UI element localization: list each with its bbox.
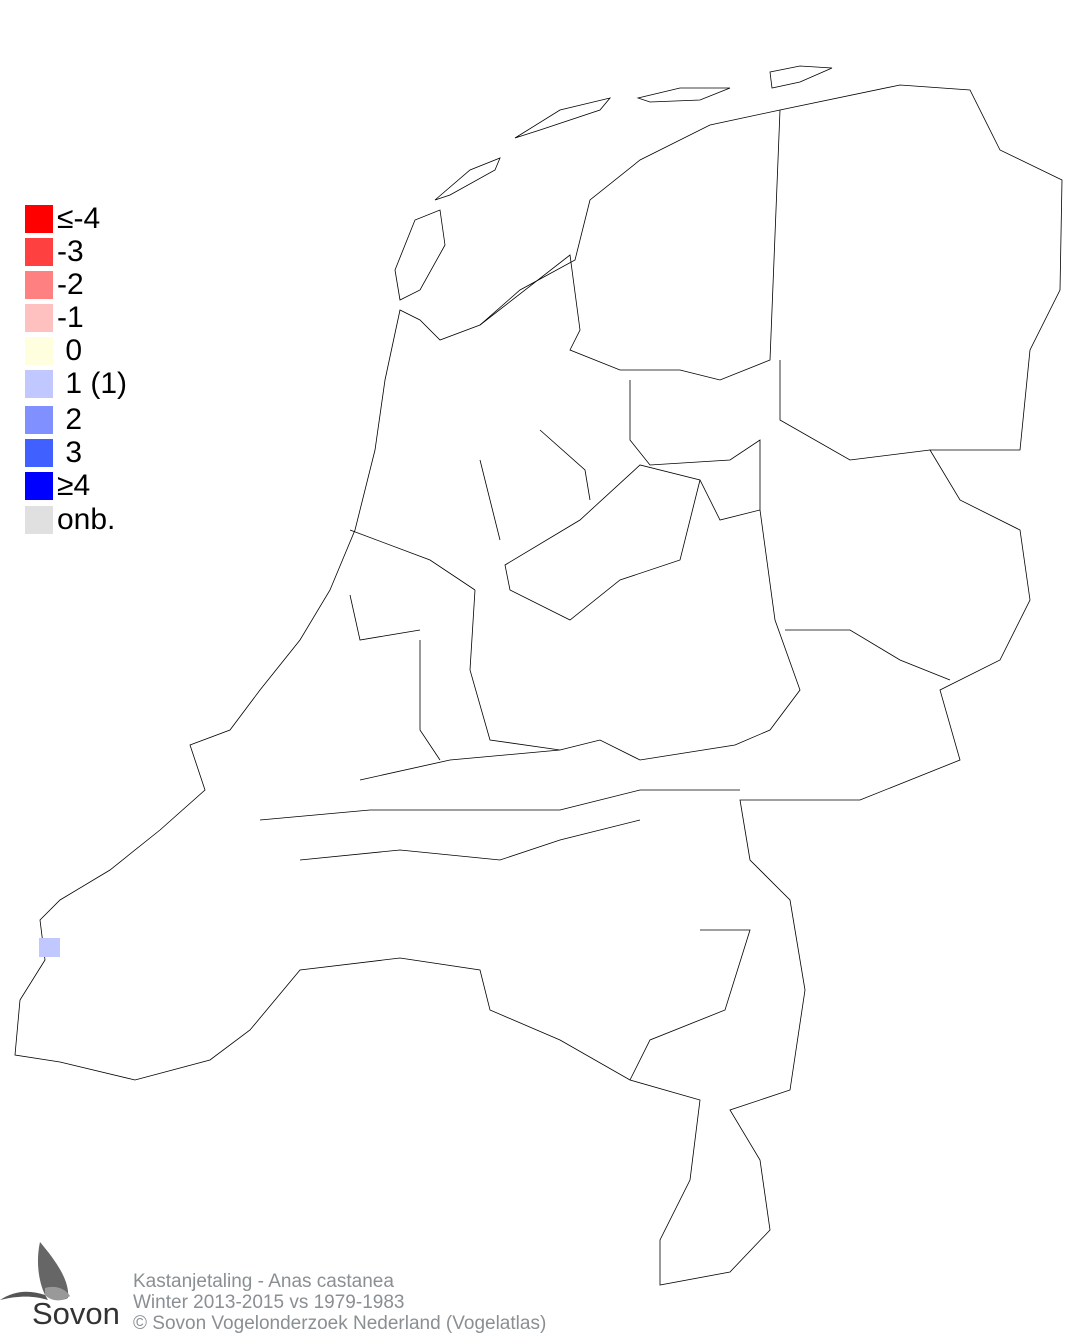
island-terschelling [514, 97, 612, 139]
legend-item: -1 [25, 301, 84, 334]
legend-item: 2 [25, 403, 83, 436]
sovon-swallow-logo [0, 1242, 70, 1301]
legend-swatch [25, 406, 53, 434]
map-caption: Kastanjetaling - Anas castanea Winter 20… [133, 1271, 546, 1334]
legend-label: -2 [57, 268, 84, 301]
legend-label: 2 [57, 403, 83, 436]
island-ameland [636, 87, 731, 103]
legend-item: 0 [25, 334, 83, 367]
legend-item: onb. [25, 503, 116, 536]
island-schiermonnikoog [769, 65, 833, 89]
logo-text: Sovon [32, 1296, 120, 1331]
country-outline [14, 84, 1063, 1286]
island-vlieland [434, 157, 501, 201]
species-name: Kastanjetaling - Anas castanea [133, 1271, 394, 1292]
legend-swatch [25, 238, 53, 266]
legend-swatch [25, 337, 53, 365]
island-texel [394, 209, 446, 301]
legend-label: -1 [57, 301, 84, 334]
legend-label: onb. [57, 503, 116, 536]
legend-item: -3 [25, 235, 84, 268]
legend-label: 0 [57, 334, 83, 367]
legend-swatch [25, 472, 53, 500]
legend-swatch [25, 506, 53, 534]
legend-swatch [25, 304, 53, 332]
copyright: © Sovon Vogelonderzoek Nederland (Vogela… [133, 1313, 547, 1334]
legend-swatch [25, 271, 53, 299]
legend-swatch [25, 370, 53, 398]
legend-item: 3 [25, 436, 83, 469]
legend-item: -2 [25, 268, 84, 301]
legend-swatch [25, 439, 53, 467]
legend-label: ≤-4 [57, 202, 101, 235]
legend-label: 3 [57, 436, 83, 469]
legend-label: ≥4 [57, 469, 91, 502]
legend-swatch [25, 205, 53, 233]
legend-label: -3 [57, 235, 84, 268]
comparison-period: Winter 2013-2015 vs 1979-1983 [133, 1292, 405, 1313]
legend-label: 1 (1) [57, 367, 128, 400]
grid-cell-class-1 [39, 938, 60, 957]
legend-item: ≤-4 [25, 202, 101, 235]
province-boundaries [259, 109, 951, 1081]
legend-item: 1 (1) [25, 367, 128, 400]
legend-item: ≥4 [25, 469, 91, 502]
